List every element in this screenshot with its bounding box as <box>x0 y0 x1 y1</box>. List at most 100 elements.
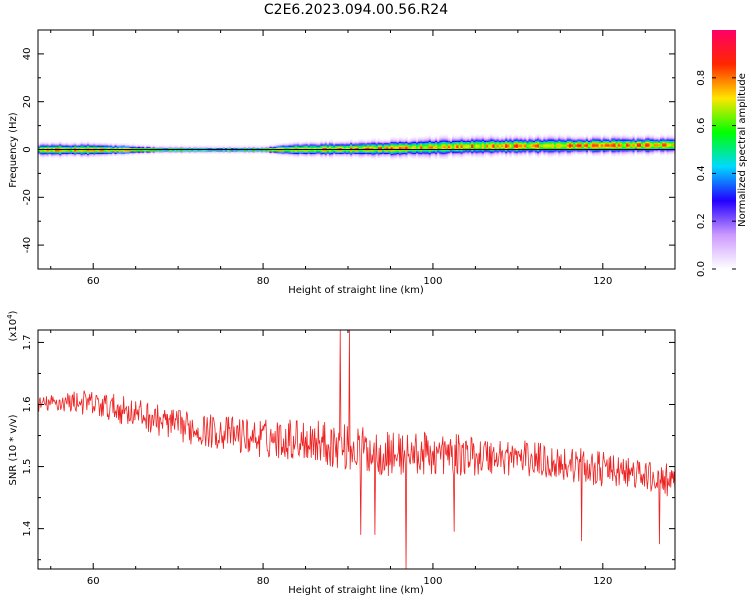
heatmap-cell <box>396 156 400 158</box>
heatmap-cell <box>297 140 300 143</box>
heatmap-cell <box>626 152 629 154</box>
heatmap-cell <box>626 151 629 153</box>
heatmap-cell <box>214 145 217 147</box>
heatmap-cell <box>163 150 166 152</box>
heatmap-cell <box>91 154 94 157</box>
heatmap-cell <box>93 156 96 158</box>
heatmap-cell <box>328 142 332 145</box>
heatmap-cell <box>409 140 412 143</box>
heatmap-cell <box>135 153 139 156</box>
heatmap-cell <box>460 140 463 143</box>
heatmap-cell <box>570 151 574 153</box>
heatmap-cell <box>604 153 608 156</box>
heatmap-cell <box>611 141 614 144</box>
heatmap-cell <box>63 144 66 146</box>
heatmap-cell <box>331 141 334 144</box>
heatmap-cell <box>598 153 601 156</box>
heatmap-cell <box>401 154 404 157</box>
heatmap-cell <box>428 140 432 143</box>
heatmap-cell <box>95 145 98 147</box>
heatmap-cell <box>658 151 661 153</box>
heatmap-cell <box>479 145 483 147</box>
heatmap-cell <box>564 142 568 145</box>
heatmap-cell <box>541 145 544 147</box>
heatmap-cell <box>636 146 640 148</box>
heatmap-cell <box>411 141 415 144</box>
heatmap-cell <box>358 146 362 148</box>
heatmap-cell <box>156 150 160 152</box>
heatmap-cell <box>630 146 633 148</box>
heatmap-cell <box>231 152 234 154</box>
heatmap-cell <box>411 142 415 145</box>
heatmap-cell <box>420 153 423 156</box>
heatmap-cell <box>105 154 109 157</box>
heatmap-cell <box>513 142 517 145</box>
heatmap-cell <box>396 145 400 147</box>
heatmap-cell <box>260 151 264 153</box>
heatmap-cell <box>447 146 451 148</box>
heatmap-cell <box>503 139 506 141</box>
heatmap-cell <box>517 138 521 140</box>
heatmap-cell <box>267 151 270 153</box>
heatmap-y-label: Frequency (Hz) <box>8 112 19 188</box>
heatmap-cell <box>271 147 274 150</box>
heatmap-cell <box>503 151 506 153</box>
heatmap-cell <box>394 153 398 156</box>
heatmap-cell <box>520 142 523 145</box>
heatmap-cell <box>500 147 504 150</box>
heatmap-cell <box>432 156 436 158</box>
heatmap-cell <box>307 151 311 153</box>
heatmap-cell <box>624 134 627 137</box>
heatmap-cell <box>112 147 115 150</box>
heatmap-cell <box>598 150 601 152</box>
heatmap-cell <box>271 144 274 146</box>
heatmap-cell <box>101 153 105 156</box>
heatmap-cell <box>454 136 457 139</box>
heatmap-cell <box>643 136 646 139</box>
heatmap-cell <box>492 145 495 147</box>
heatmap-cell <box>558 153 561 156</box>
heatmap-cell <box>621 152 625 154</box>
heatmap-cell <box>553 141 557 144</box>
heatmap-cell <box>447 147 451 150</box>
heatmap-cell <box>573 146 576 148</box>
heatmap-cell <box>420 142 423 145</box>
heatmap-cell <box>152 153 156 156</box>
heatmap-cell <box>290 145 294 147</box>
heatmap-cell <box>288 147 291 150</box>
heatmap-cell <box>583 141 587 144</box>
heatmap-cell <box>91 150 94 152</box>
heatmap-cell <box>486 146 489 148</box>
heatmap-cell <box>108 147 111 150</box>
heatmap-cell <box>386 142 389 145</box>
heatmap-cell <box>424 142 427 145</box>
heatmap-cell <box>498 153 502 156</box>
heatmap-cell <box>190 150 194 152</box>
heatmap-cell <box>664 135 667 138</box>
heatmap-cell <box>585 151 589 153</box>
heatmap-cell <box>479 139 483 141</box>
heatmap-cell <box>496 140 500 143</box>
heatmap-cell <box>581 145 584 147</box>
heatmap-cell <box>445 140 449 143</box>
heatmap-cell <box>375 145 379 147</box>
heatmap-cell <box>653 145 657 147</box>
heatmap-cell <box>173 145 177 147</box>
heatmap-cell <box>142 144 145 146</box>
heatmap-cell <box>390 157 393 159</box>
heatmap-cell <box>415 139 419 141</box>
heatmap-cell <box>307 154 311 157</box>
heatmap-cell <box>452 150 455 152</box>
heatmap-cell <box>237 151 241 153</box>
heatmap-cell <box>636 134 640 137</box>
heatmap-cell <box>82 141 86 144</box>
heatmap-cell <box>209 145 213 147</box>
heatmap-cell <box>466 139 470 141</box>
heatmap-cell <box>142 150 145 152</box>
heatmap-cell <box>475 138 478 140</box>
heatmap-cell <box>575 141 578 144</box>
heatmap-cell <box>488 150 491 152</box>
heatmap-cell <box>443 140 446 143</box>
heatmap-cell <box>341 142 345 145</box>
heatmap-cell <box>590 144 593 146</box>
